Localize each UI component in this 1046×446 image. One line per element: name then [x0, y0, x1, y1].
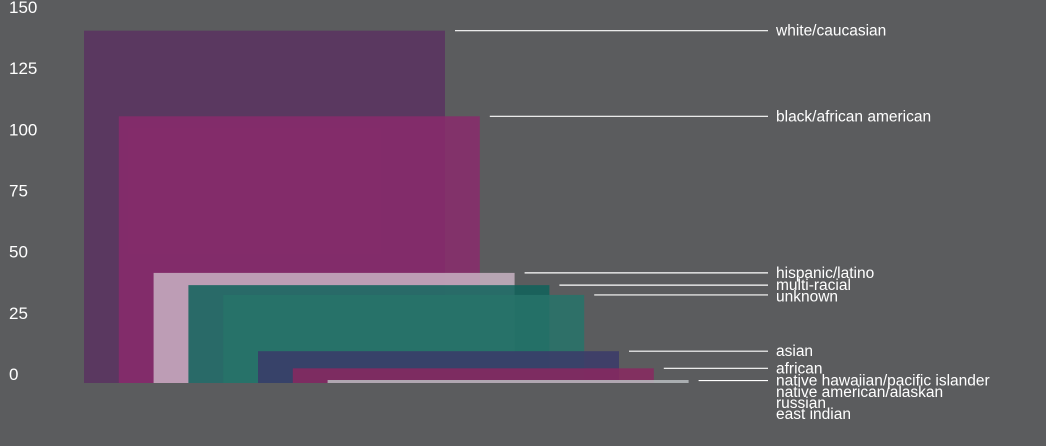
y-axis: 0 25 50 75 100 125 150: [9, 0, 37, 384]
bar: [292, 368, 654, 383]
legend-label: native hawaiian/pacific islander: [776, 373, 990, 390]
legend-label: multi-racial: [776, 277, 851, 294]
legend-label: african: [776, 360, 823, 377]
legend-label: asian: [776, 343, 813, 360]
legend-label: russian: [776, 395, 826, 412]
bars: [84, 30, 689, 384]
y-tick-label: 125: [9, 59, 37, 78]
legend-label: east indian: [776, 406, 851, 423]
legend-label: unknown: [776, 288, 838, 305]
y-tick-label: 50: [9, 243, 28, 262]
legend-label: hispanic/latino: [776, 265, 874, 282]
y-tick-label: 150: [9, 0, 37, 17]
y-tick-label: 100: [9, 120, 37, 139]
legend: white/caucasian black/african american his…: [455, 23, 990, 423]
legend-label: native american/alaskan: [776, 384, 943, 401]
legend-label: black/african american: [776, 108, 931, 125]
y-tick-label: 0: [9, 365, 18, 384]
y-tick-label: 75: [9, 182, 28, 201]
legend-label: white/caucasian: [775, 23, 886, 40]
y-tick-label: 25: [9, 304, 28, 323]
bar: [327, 380, 689, 383]
